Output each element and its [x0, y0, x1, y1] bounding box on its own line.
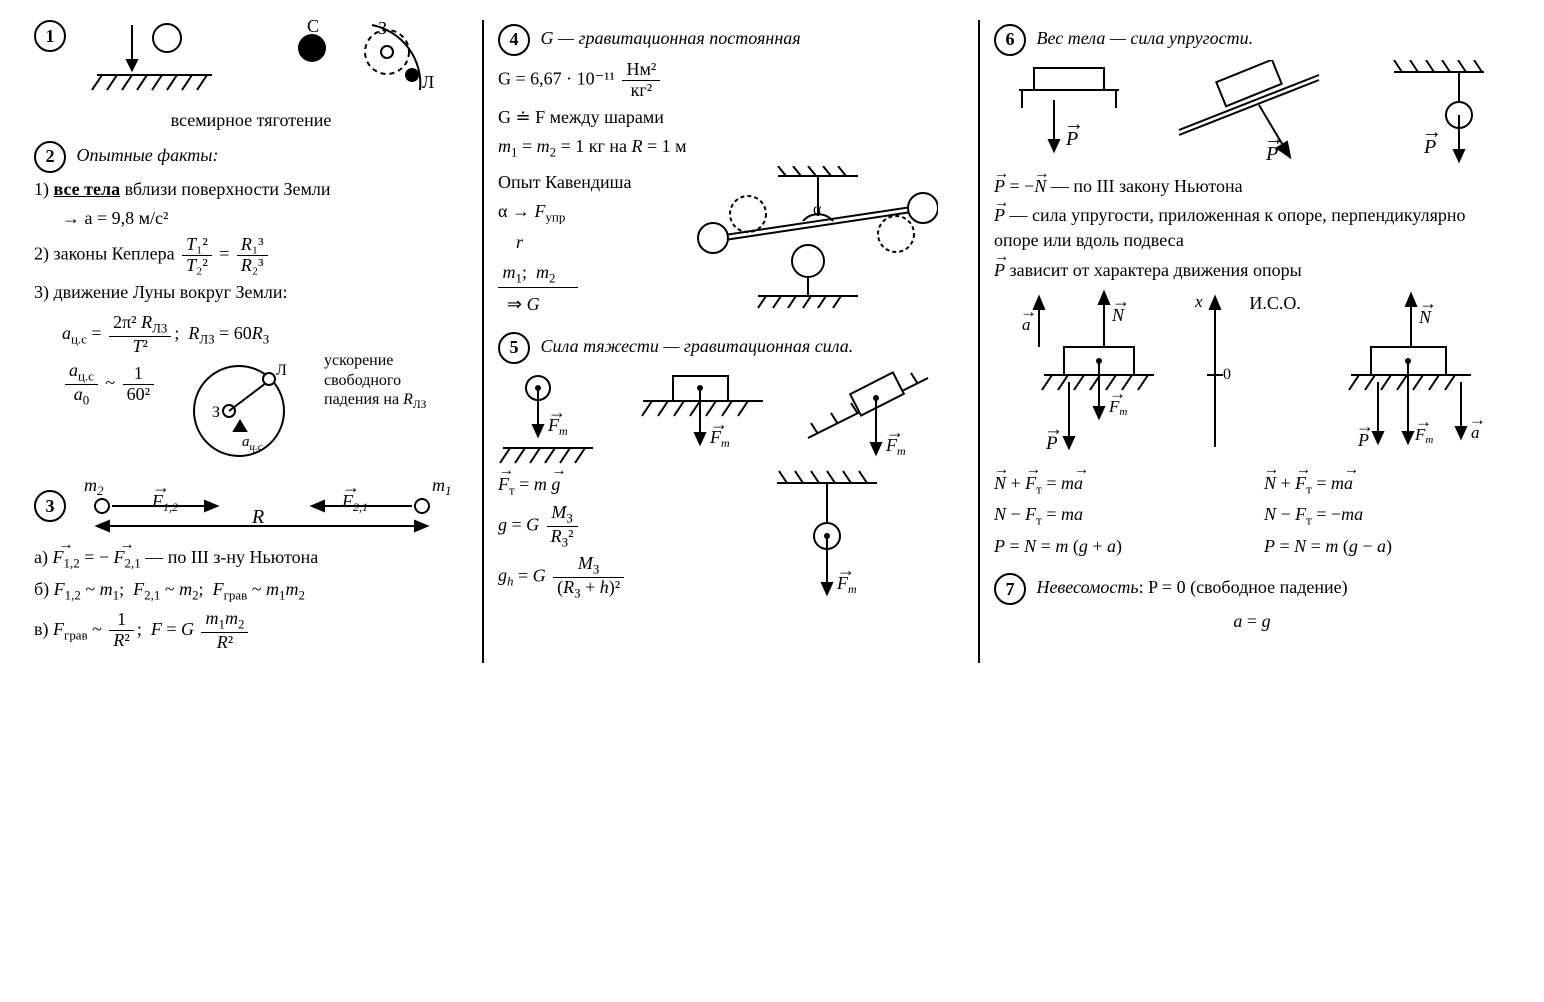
- column-1: 1 С: [20, 20, 482, 663]
- label-p-1: →P: [1064, 113, 1084, 150]
- section-2: 2 Опытные факты: 1) все тела вблизи пове…: [34, 141, 468, 461]
- section-6-title: Вес тела — сила упругости.: [1037, 28, 1254, 48]
- caption-gravitation: всемирное тяготение: [34, 110, 468, 131]
- label-p-3: →P: [1422, 121, 1442, 158]
- section-number-6: 6: [994, 24, 1026, 56]
- label-ft-4: →Fт: [836, 560, 857, 596]
- label-f21: →F2,1: [341, 477, 368, 514]
- label-a-dn: →a: [1469, 410, 1486, 442]
- label-ft-2: →Fт: [709, 414, 730, 450]
- section-5-title: Сила тяжести — гравитационная сила.: [541, 336, 854, 356]
- label-zero: 0: [1223, 366, 1231, 383]
- label-ft-3: →Fт: [885, 422, 906, 458]
- column-3: 6 Вес тела — сила упругости. →P: [978, 20, 1524, 663]
- eq-3a: a) F1,2 = − F2,1 — по III з-ну Ньютона: [34, 545, 468, 573]
- diagram-weight-case-up: →a →N →Fт →P: [994, 287, 1175, 467]
- eq-p-def: P — сила упругости, приложенная к опоре,…: [994, 203, 1510, 253]
- column-2: 4 G — гравитационная постоянная G = 6,67…: [482, 20, 978, 663]
- fact-1: 1) все тела вблизи поверхности Земли: [34, 177, 468, 202]
- diagram-moon-earth: З Л aц.с: [184, 351, 314, 461]
- g-def: G ≐ F между шарами: [498, 105, 964, 130]
- label-n-dn: →N: [1418, 293, 1437, 327]
- eq-p-depends: P зависит от характера движения опоры: [994, 258, 1510, 283]
- section-3: 3 m2 m1 →F1,2 →F2,1 R a) F1,2 = − F: [34, 471, 468, 652]
- eq-gh: gh = G MЗ(RЗ + h)²: [498, 554, 627, 601]
- diagram-weight-table: →P: [994, 60, 1144, 170]
- cavendish-title: Опыт Кавендиша: [498, 170, 648, 195]
- label-x: x: [1194, 292, 1203, 311]
- label-alpha: α: [813, 201, 822, 218]
- diagram-cavendish: α: [658, 166, 938, 316]
- label-ft-dn: →Fт: [1414, 412, 1433, 446]
- diagram-weight-incline: →P: [1169, 60, 1339, 170]
- label-m2: m2: [84, 475, 104, 498]
- eq-ft-mg: Fт = m g: [498, 472, 627, 500]
- label-earth: З: [212, 404, 220, 421]
- fact-3: 3) движение Луны вокруг Земли:: [34, 280, 468, 305]
- diagram-two-masses: m2 m1 →F1,2 →F2,1 R: [82, 471, 462, 541]
- eq-3c: в) Fграв ~ 1R²; F = G m1m2R²: [34, 609, 468, 653]
- label-z: З: [378, 20, 387, 38]
- g-mm: m1 = m2 = 1 кг на R = 1 м: [498, 134, 964, 162]
- diagram-gravity-ball: →Fт: [498, 368, 608, 468]
- section-7-title: Невесомость: [1037, 578, 1139, 598]
- section-1: 1 С: [34, 20, 468, 131]
- diagram-gravity-incline: →Fт: [798, 368, 938, 468]
- label-ft-up: →Fт: [1108, 384, 1127, 418]
- section-number-1: 1: [34, 20, 66, 52]
- diagram-gravitation: С З Л: [82, 20, 462, 110]
- g-constant: G = 6,67 · 10⁻¹¹ Нм²кг²: [498, 60, 964, 101]
- cav-m12: m1; m2: [498, 260, 578, 289]
- section-7-body: : P = 0 (свободное падение): [1139, 578, 1348, 598]
- label-acs: aц.с: [242, 434, 263, 453]
- section-5: 5 Сила тяжести — гравитационная сила. →F…: [498, 332, 964, 628]
- section-number-2: 2: [34, 141, 66, 173]
- diagram-weight-case-down: →N →P →Fт →a: [1311, 287, 1510, 467]
- label-l: Л: [422, 72, 434, 92]
- cav-r: r: [516, 230, 648, 255]
- eq-weightless: a = g: [994, 609, 1510, 634]
- label-ft-1: →Fт: [547, 402, 568, 438]
- fact-1-formula: → a = 9,8 м/с²: [62, 206, 468, 231]
- diagram-iso-axis: x 0: [1185, 287, 1239, 467]
- eq-g: g = G MЗRЗ²: [498, 503, 627, 550]
- diagram-gravity-hanging: →Fт: [757, 468, 897, 628]
- label-p-2: →P: [1264, 128, 1284, 165]
- moon-note: ускорение свободного падения на RЛЗ: [324, 351, 444, 412]
- label-moon: Л: [276, 362, 287, 379]
- page-root: 1 С: [20, 20, 1524, 663]
- label-a-up: →a: [1020, 302, 1037, 334]
- eqs-right-3: P = N = m (g − a): [1264, 534, 1392, 559]
- section-4: 4 G — гравитационная постоянная G = 6,67…: [498, 24, 964, 322]
- label-c: С: [307, 20, 319, 36]
- label-p-up: →P: [1044, 419, 1063, 454]
- label-f12: →F1,2: [151, 477, 178, 514]
- section-2-title: Опытные факты:: [77, 145, 219, 165]
- section-number-5: 5: [498, 332, 530, 364]
- label-n-up: →N: [1111, 291, 1130, 325]
- cav-impl: ⇒ G: [498, 292, 648, 317]
- section-4-title: G — гравитационная постоянная: [541, 28, 801, 48]
- eqs-left-1: N + Fт = ma: [994, 471, 1224, 499]
- label-iso: И.С.О.: [1249, 287, 1301, 314]
- label-R: R: [251, 506, 264, 528]
- section-number-3: 3: [34, 490, 66, 522]
- eqs-left-2: N − Fт = ma: [994, 502, 1224, 530]
- label-m1: m1: [432, 475, 452, 498]
- section-7: 7 Невесомость: P = 0 (свободное падение)…: [994, 573, 1510, 634]
- diagram-weight-hanging: →P: [1364, 60, 1504, 170]
- eq-p-n: P = −N — по III закону Ньютона: [994, 174, 1510, 199]
- eq-3b: б) F1,2 ~ m1; F2,1 ~ m2; Fграв ~ m1m2: [34, 577, 468, 605]
- fact-2: 2) законы Кеплера T₁²T₂² = R₁³R₂³: [34, 235, 468, 276]
- section-number-4: 4: [498, 24, 530, 56]
- diagram-gravity-block: →Fт: [638, 368, 768, 468]
- eqs-left-3: P = N = m (g + a): [994, 534, 1224, 559]
- cav-alpha: α → Fупр: [498, 199, 648, 227]
- label-p-dn: →P: [1356, 416, 1374, 450]
- eqs-right-2: N − Fт = −ma: [1264, 502, 1392, 530]
- eqs-right-1: N + Fт = ma: [1264, 471, 1392, 499]
- section-number-7: 7: [994, 573, 1026, 605]
- section-6: 6 Вес тела — сила упругости. →P: [994, 24, 1510, 563]
